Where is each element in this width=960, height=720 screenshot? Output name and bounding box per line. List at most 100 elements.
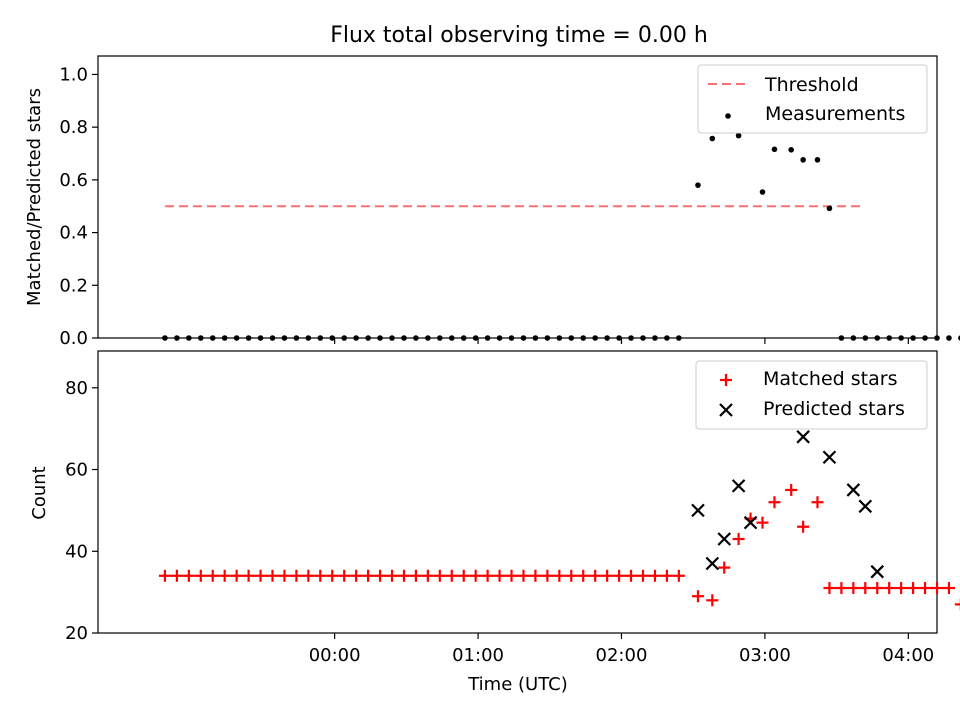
matched-star-point	[907, 582, 920, 595]
measurement-point	[652, 335, 658, 341]
top-y-ticks: 0.0 0.2 0.4 0.6 0.8 1.0	[59, 64, 98, 349]
legend-matched-marker	[720, 374, 732, 386]
matched-star-point	[895, 582, 908, 595]
predicted-star-point	[731, 479, 746, 493]
measurement-point	[305, 335, 312, 341]
top-ytick-label: 0.0	[59, 328, 88, 349]
top-legend-box	[697, 64, 928, 134]
measurement-point	[221, 335, 228, 341]
measurement-point	[233, 335, 240, 341]
top-ytick-label: 0.2	[59, 275, 88, 296]
measurement-point	[826, 205, 833, 212]
matched-star-point	[660, 569, 673, 582]
bottom-legend-box	[695, 360, 928, 430]
matched-star-point	[505, 569, 518, 582]
measurement-point	[413, 335, 419, 341]
measurement-point	[788, 147, 794, 153]
measurement-point	[162, 335, 168, 341]
matched-star-point	[290, 569, 303, 582]
legend-threshold-label: Threshold	[764, 74, 859, 96]
top-y-axis-label: Matched/Predicted stars	[24, 88, 45, 306]
matched-star-point	[883, 582, 896, 595]
matched-star-point	[672, 569, 685, 582]
measurement-point	[592, 335, 598, 341]
top-ytick-label: 0.6	[59, 170, 88, 191]
matched-star-point	[541, 569, 554, 582]
measurement-point	[365, 335, 371, 341]
matched-star-point	[194, 569, 207, 582]
matched-star-point	[529, 569, 542, 582]
matched-star-point	[362, 569, 375, 582]
matched-star-point	[386, 569, 399, 582]
measurement-point	[556, 335, 563, 341]
matched-star-point	[481, 569, 494, 582]
legend-predicted-swatch	[719, 403, 733, 417]
bottom-xtick-label: 03:00	[739, 645, 791, 666]
matched-star-point	[314, 569, 327, 582]
measurement-point	[910, 335, 916, 341]
measurement-points	[162, 65, 960, 341]
matched-star-point	[871, 582, 884, 595]
predicted-star-point	[822, 450, 837, 465]
measurement-point	[353, 335, 359, 341]
measurement-point	[604, 335, 610, 341]
matched-star-point	[206, 569, 219, 582]
matched-star-point	[706, 594, 719, 607]
bottom-y-ticks: 20 40 60 80	[65, 378, 98, 644]
x-axis-label: Time (UTC)	[467, 674, 568, 695]
measurement-point	[934, 335, 940, 341]
measurement-point	[269, 335, 276, 341]
predicted-star-point	[846, 483, 861, 497]
matched-star-point	[409, 569, 422, 582]
matched-star-point	[589, 569, 602, 582]
bottom-panel: 20 40 60 80 00:00 01:00 02:00 03:00 04:00 Count…	[29, 350, 960, 695]
bottom-legend: Matched stars Predicted stars	[695, 360, 928, 430]
measurement-point	[838, 335, 845, 341]
matched-star-point	[278, 569, 291, 582]
matched-star-point	[445, 569, 458, 582]
matched-star-point	[718, 561, 731, 574]
measurement-point	[520, 335, 527, 341]
measurement-point	[425, 335, 431, 341]
predicted-star-point	[705, 556, 720, 571]
matched-star-point	[338, 569, 351, 582]
matched-star-point	[732, 533, 745, 545]
bottom-ytick-label: 40	[65, 541, 88, 562]
measurement-point	[759, 189, 766, 195]
matched-star-point	[565, 569, 578, 582]
measurement-point	[496, 335, 503, 341]
measurement-point	[197, 335, 204, 341]
measurement-point	[709, 135, 716, 142]
top-ytick-label: 0.8	[59, 117, 88, 138]
matched-star-point	[182, 569, 195, 582]
matched-star-point	[859, 582, 872, 595]
measurement-point	[580, 335, 587, 341]
matched-star-point	[942, 582, 955, 595]
measurement-point	[862, 335, 869, 341]
top-ytick-label: 0.4	[59, 223, 88, 244]
matched-star-point	[835, 582, 848, 595]
matched-star-point	[768, 496, 781, 509]
measurement-point	[886, 335, 892, 341]
matched-star-point	[469, 569, 482, 582]
matched-star-point	[374, 569, 387, 582]
legend-measurements-swatch	[725, 113, 731, 119]
matched-star-point	[421, 569, 434, 582]
bottom-xtick-label: 04:00	[882, 645, 934, 666]
bottom-xtick-label: 00:00	[309, 645, 361, 666]
measurement-point	[508, 335, 515, 341]
matched-star-point	[691, 590, 704, 603]
matched-star-point	[847, 582, 860, 595]
measurement-point	[814, 157, 821, 163]
matched-star-point	[756, 516, 769, 529]
bottom-ytick-label: 80	[65, 378, 88, 399]
measurement-point	[922, 335, 928, 341]
measurement-point	[186, 335, 192, 341]
predicted-star-point	[796, 430, 810, 444]
measurement-point	[448, 335, 455, 341]
legend-predicted-marker	[719, 403, 733, 417]
matched-star-point	[954, 598, 960, 611]
matched-star-point	[158, 569, 171, 582]
measurement-point	[898, 335, 904, 341]
legend-measurements-label: Measurements	[765, 103, 905, 125]
